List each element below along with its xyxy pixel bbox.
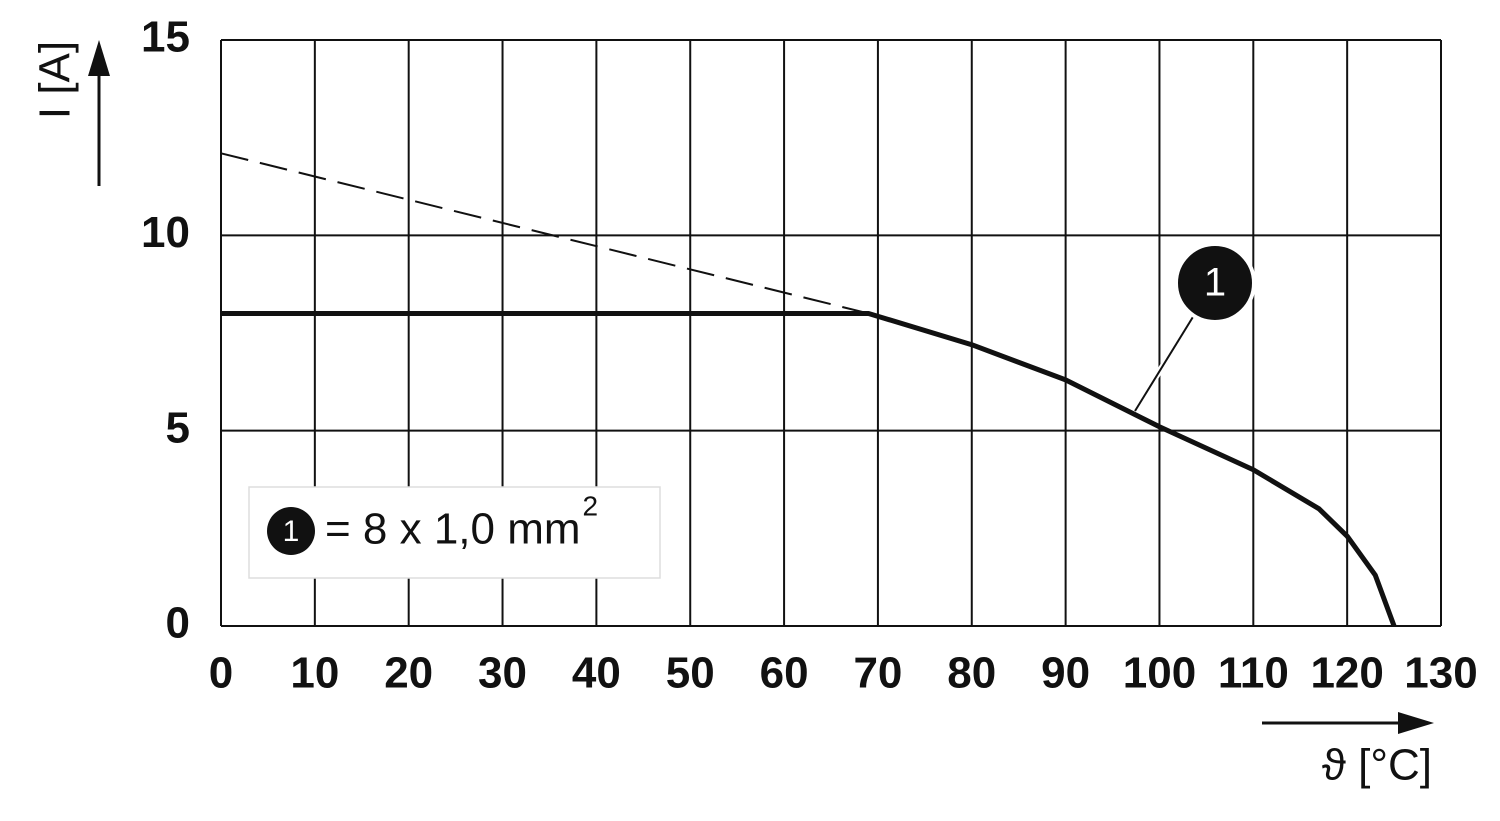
line: [221, 310, 1397, 627]
x-tick-label: 80: [947, 649, 996, 698]
x-tick-label: 30: [478, 649, 527, 698]
legend-text: = 8 x 1,0 mm: [325, 505, 581, 554]
x-tick-label: 130: [1404, 649, 1477, 698]
callout-label: 1: [1204, 261, 1226, 305]
x-tick-label: 20: [384, 649, 433, 698]
x-tick-label: 120: [1310, 649, 1383, 698]
x-tick-label: 100: [1123, 649, 1196, 698]
x-tick-label: 70: [853, 649, 902, 698]
x-tick-label: 0: [209, 649, 233, 698]
legend-badge-label: 1: [283, 515, 300, 548]
legend-badge: [267, 507, 315, 555]
y-tick-label: 0: [166, 599, 190, 648]
y-tick-label: 5: [166, 403, 190, 452]
legend-superscript: 2: [583, 490, 599, 521]
dashed-line: [220, 152, 869, 315]
x-tick-label: 90: [1041, 649, 1090, 698]
callout-leader: [1134, 311, 1197, 412]
y-tick-label: 10: [141, 208, 190, 257]
x-tick-label: 110: [1218, 649, 1289, 698]
legend-box: [248, 486, 661, 579]
y-axis-label: I [A]: [31, 41, 80, 119]
y-axis-arrowhead: [88, 40, 110, 76]
x-tick-label: 40: [572, 649, 621, 698]
callout-badge: [1174, 242, 1256, 324]
x-axis-label: ϑ [°C]: [1322, 741, 1432, 790]
x-tick-label: 50: [666, 649, 715, 698]
y-tick-label: 15: [141, 13, 190, 62]
x-axis-arrowhead: [1398, 712, 1434, 734]
x-tick-label: 60: [760, 649, 809, 698]
x-tick-label: 10: [290, 649, 339, 698]
